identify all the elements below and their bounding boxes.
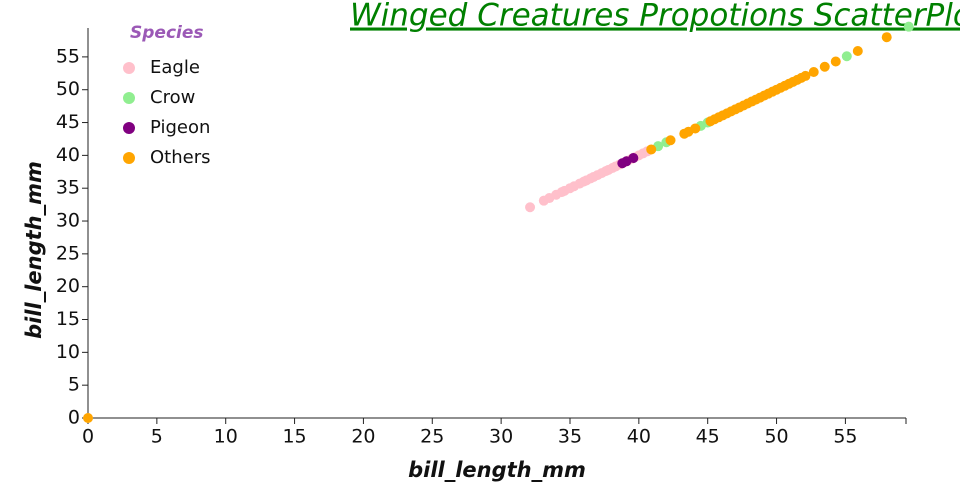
y-tick-label: 20 bbox=[56, 275, 80, 297]
y-axis-label: bill_length_mm bbox=[22, 161, 46, 339]
x-tick-label: 25 bbox=[420, 426, 444, 448]
x-tick-label: 15 bbox=[282, 426, 306, 448]
y-tick-label: 30 bbox=[56, 210, 80, 232]
y-tick-label: 35 bbox=[56, 177, 80, 199]
y-tick-label: 0 bbox=[68, 407, 80, 429]
x-tick-label: 20 bbox=[351, 426, 375, 448]
point bbox=[881, 32, 892, 43]
point bbox=[841, 51, 852, 62]
x-tick-label: 40 bbox=[627, 426, 651, 448]
x-tick-label: 55 bbox=[833, 426, 857, 448]
point bbox=[83, 413, 93, 423]
legend-label: Others bbox=[150, 147, 211, 168]
point bbox=[646, 144, 657, 155]
legend-marker bbox=[123, 62, 135, 74]
y-tick-label: 50 bbox=[56, 78, 80, 100]
y-tick-label: 55 bbox=[56, 45, 80, 67]
x-tick-label: 35 bbox=[558, 426, 582, 448]
legend-title: Species bbox=[130, 23, 204, 43]
y-tick-label: 25 bbox=[56, 242, 80, 264]
x-tick-label: 50 bbox=[764, 426, 788, 448]
legend-marker bbox=[123, 92, 135, 104]
point bbox=[800, 70, 811, 81]
point bbox=[903, 21, 914, 32]
legend-label: Crow bbox=[150, 87, 195, 108]
y-tick-label: 45 bbox=[56, 111, 80, 133]
legend-marker bbox=[123, 122, 135, 134]
chart-title: Winged Creatures Propotions ScatterPlot bbox=[350, 0, 960, 34]
y-tick-label: 40 bbox=[56, 144, 80, 166]
point bbox=[525, 202, 536, 213]
point bbox=[819, 61, 830, 72]
point bbox=[852, 45, 863, 56]
legend-label: Eagle bbox=[150, 57, 200, 78]
point bbox=[628, 153, 639, 163]
point bbox=[665, 135, 676, 146]
x-tick-label: 0 bbox=[82, 426, 94, 448]
point bbox=[690, 123, 701, 134]
point bbox=[830, 56, 841, 67]
x-tick-label: 5 bbox=[151, 426, 163, 448]
legend-marker bbox=[123, 152, 135, 164]
x-tick-label: 45 bbox=[696, 426, 720, 448]
y-tick-label: 5 bbox=[68, 374, 80, 396]
legend-label: Pigeon bbox=[150, 117, 210, 138]
y-tick-label: 10 bbox=[56, 341, 80, 363]
x-tick-label: 30 bbox=[489, 426, 513, 448]
x-tick-label: 10 bbox=[214, 426, 238, 448]
x-axis-label: bill_length_mm bbox=[408, 458, 586, 482]
y-tick-label: 15 bbox=[56, 308, 80, 330]
point bbox=[808, 66, 819, 77]
